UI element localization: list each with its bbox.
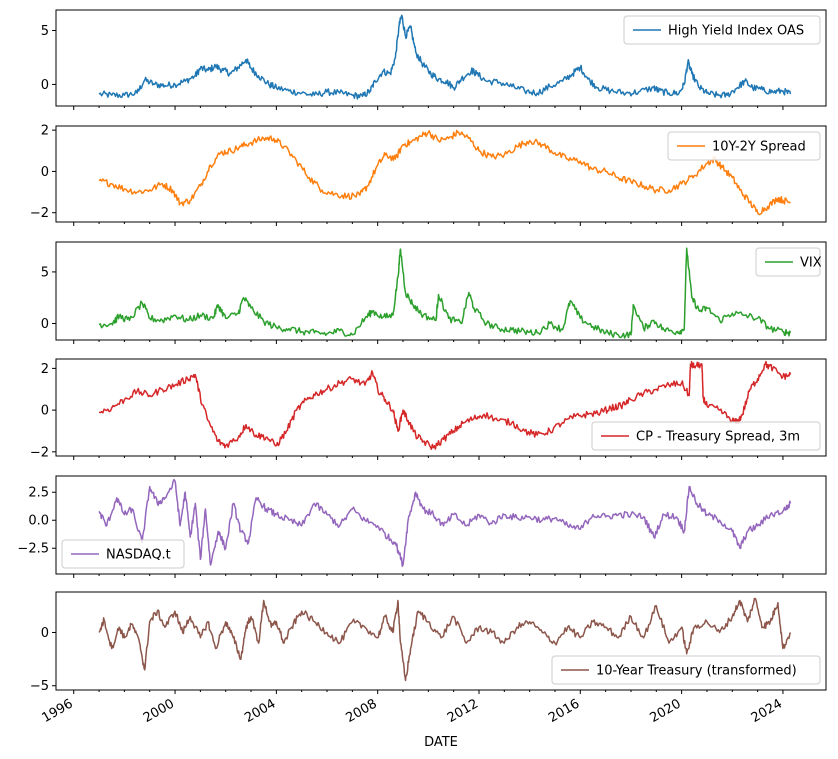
panel-frame xyxy=(55,125,827,223)
panel-4: −2 0 2 CP - Treasury Spread, 3m xyxy=(30,358,827,460)
panel-frame xyxy=(55,591,827,691)
series-line xyxy=(98,129,791,216)
series-line xyxy=(98,360,792,450)
legend-box xyxy=(623,15,821,45)
legend-label: 10-Year Treasury (transformed) xyxy=(596,664,797,679)
panel-5: −2.5 0.0 2.5 NASDAQ.t xyxy=(17,475,827,578)
panel-2: −2 0 2 10Y-2Y Spread xyxy=(30,124,827,226)
y-tick-label: 2 xyxy=(41,362,49,377)
legend-label: VIX xyxy=(800,256,822,271)
legend-label: CP - Treasury Spread, 3m xyxy=(636,430,800,445)
y-tick-label: 0 xyxy=(41,165,49,180)
legend: VIX xyxy=(755,247,822,277)
x-axis-label: DATE xyxy=(424,735,458,750)
series-line xyxy=(98,14,792,100)
y-tick-label: −2 xyxy=(30,206,49,221)
y-tick-label: 2.5 xyxy=(28,486,49,501)
y-tick-label: 0.0 xyxy=(28,514,49,529)
legend-label: 10Y-2Y Spread xyxy=(712,140,806,155)
series-line xyxy=(98,597,792,682)
legend: NASDAQ.t xyxy=(61,539,185,569)
legend-box xyxy=(591,421,821,451)
panel-frame xyxy=(55,241,827,341)
y-tick-label: 0 xyxy=(41,626,49,641)
y-tick-label: 5 xyxy=(41,265,49,280)
legend-label: High Yield Index OAS xyxy=(668,24,804,39)
legend-box xyxy=(551,655,821,685)
legend-box xyxy=(61,539,185,569)
legend-label: NASDAQ.t xyxy=(106,548,171,563)
legend: 10-Year Treasury (transformed) xyxy=(551,655,821,685)
y-tick-label: −2.5 xyxy=(17,542,49,557)
panels-group: 0 5 High Yield Index OAS −2 0 2 10Y-2Y Spread 0… xyxy=(17,9,827,694)
panel-6: −5 0 10-Year Treasury (transformed) xyxy=(30,591,827,694)
y-tick-label: 0 xyxy=(41,78,49,93)
series-line xyxy=(98,247,792,339)
legend: 10Y-2Y Spread xyxy=(667,131,821,161)
legend: CP - Treasury Spread, 3m xyxy=(591,421,821,451)
panel-3: 0 5 VIX xyxy=(41,241,827,344)
y-tick-label: −2 xyxy=(30,445,49,460)
y-tick-label: 5 xyxy=(41,24,49,39)
y-tick-label: 0 xyxy=(41,404,49,419)
y-tick-label: −5 xyxy=(30,679,49,694)
y-tick-label: 2 xyxy=(41,124,49,139)
legend: High Yield Index OAS xyxy=(623,15,821,45)
y-tick-label: 0 xyxy=(41,317,49,332)
panel-frame xyxy=(55,358,827,457)
panel-frame xyxy=(55,9,827,107)
panel-1: 0 5 High Yield Index OAS xyxy=(41,9,827,110)
series-line xyxy=(98,478,792,567)
legend-box xyxy=(667,131,821,161)
panel-frame xyxy=(55,475,827,575)
